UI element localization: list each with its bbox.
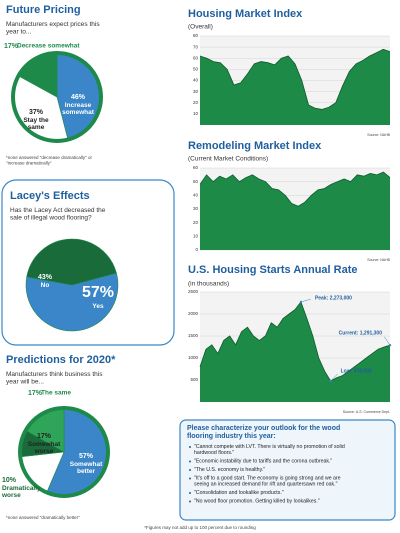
slice-label: Yes bbox=[92, 303, 104, 310]
chart-subtitle: (Overall) bbox=[188, 24, 213, 31]
value-label: 57% bbox=[82, 284, 114, 301]
chart-title: Predictions for 2020* bbox=[6, 354, 116, 366]
chart-subtitle: Manufacturers expect prices this year to.… bbox=[6, 21, 100, 36]
source: Source: NAHB bbox=[367, 258, 390, 262]
chart-subtitle: Manufacturers think business this year wi… bbox=[6, 371, 103, 386]
pie-ring bbox=[11, 51, 103, 143]
pie-ring bbox=[18, 406, 110, 498]
chart-subtitle: (in thousands) bbox=[188, 281, 229, 288]
area-line bbox=[199, 48, 391, 110]
area-line bbox=[199, 171, 391, 207]
bullet bbox=[189, 492, 191, 494]
outlook-item: "It's off to a good start. The economy i… bbox=[194, 476, 341, 488]
chart-title: Future Pricing bbox=[6, 4, 81, 16]
slice-label: No bbox=[41, 282, 50, 289]
outlook-title: Please characterize your outlook for the… bbox=[187, 425, 340, 440]
chart-subtitle: Has the Lacey Act decreased the sale of i… bbox=[10, 207, 106, 222]
bullet bbox=[189, 446, 191, 448]
value-label: 37% bbox=[29, 109, 44, 116]
chart-title: Housing Market Index bbox=[188, 8, 303, 20]
y-tick-label: 60 bbox=[193, 55, 199, 60]
chart-title: Remodeling Market Index bbox=[188, 140, 322, 152]
slice-label: Decrease somewhat bbox=[17, 43, 80, 50]
outlook-item: "The U.S. economy is healthy." bbox=[194, 467, 265, 473]
y-tick-label: 2500 bbox=[188, 289, 199, 294]
annotation-leader bbox=[384, 336, 391, 346]
y-tick-label: 50 bbox=[193, 67, 199, 72]
lacey-box bbox=[1, 179, 175, 346]
outlook-item: "Consolidation and lookalike products." bbox=[194, 490, 284, 496]
value-label: 10% bbox=[2, 477, 17, 484]
bullet bbox=[189, 500, 191, 503]
y-tick-label: 0 bbox=[195, 247, 198, 252]
area bbox=[200, 49, 390, 125]
y-tick-label: 30 bbox=[193, 89, 199, 94]
y-tick-label: 70 bbox=[193, 44, 199, 49]
slice-label: Somewhat worse bbox=[28, 441, 61, 455]
chart-note: *none answered "decrease dramatically" o… bbox=[6, 155, 92, 166]
source: Source: U.S. Commerce Dept. bbox=[343, 410, 390, 414]
annotation-leader bbox=[300, 298, 311, 303]
slice-label: Somewhat better bbox=[70, 461, 103, 475]
value-label: 43% bbox=[38, 274, 53, 281]
outlook-item: "No wood floor promotion. Getting killed… bbox=[194, 499, 320, 505]
pie-slice bbox=[25, 272, 119, 332]
outlook-box bbox=[179, 419, 396, 521]
bullet bbox=[189, 477, 191, 480]
slice-label: Stay the same bbox=[23, 117, 49, 131]
area bbox=[200, 301, 390, 402]
slice-label: The same bbox=[41, 390, 71, 397]
value-label: 17% bbox=[4, 43, 19, 50]
annotation-dot bbox=[388, 343, 392, 347]
y-tick-label: 30 bbox=[193, 206, 199, 211]
chart-title: U.S. Housing Starts Annual Rate bbox=[188, 264, 358, 276]
slice-label: Increase somewhat bbox=[62, 102, 95, 116]
y-tick-label: 60 bbox=[193, 165, 199, 170]
y-tick-label: 2000 bbox=[188, 311, 199, 316]
annotation: Low: 478,000 bbox=[341, 368, 372, 374]
y-tick-label: 50 bbox=[193, 179, 199, 184]
value-label: 57% bbox=[79, 453, 94, 460]
y-tick-label: 20 bbox=[193, 100, 199, 105]
annotation: Peak: 2,273,000 bbox=[315, 295, 352, 301]
y-tick-label: 80 bbox=[193, 33, 199, 38]
y-tick-label: 10 bbox=[193, 111, 199, 116]
bullet bbox=[189, 460, 191, 463]
y-tick-label: 20 bbox=[193, 220, 199, 225]
y-tick-label: 500 bbox=[190, 377, 198, 382]
y-tick-label: 40 bbox=[193, 78, 199, 83]
y-tick-label: 1500 bbox=[188, 333, 199, 338]
annotation-dot bbox=[299, 300, 303, 304]
bullet bbox=[189, 469, 191, 471]
value-label: 46% bbox=[71, 94, 86, 101]
annotation-leader bbox=[330, 373, 338, 382]
source: Source: NAHB bbox=[367, 133, 390, 137]
annotation-dot bbox=[329, 379, 332, 383]
pie-slice bbox=[26, 238, 117, 286]
area bbox=[200, 172, 390, 250]
chart-title: Lacey's Effects bbox=[10, 190, 90, 202]
y-tick-label: 10 bbox=[193, 234, 199, 239]
outlook-item: "Cannot compete with LVT. There is virtu… bbox=[194, 444, 345, 456]
value-label: 17% bbox=[28, 390, 43, 397]
footnote: *Figures may not add up to 100 percent d… bbox=[144, 525, 256, 530]
chart-subtitle: (Current Market Conditions) bbox=[188, 156, 268, 163]
y-tick-label: 1000 bbox=[188, 355, 199, 360]
y-tick-label: 40 bbox=[193, 193, 199, 198]
area-line bbox=[199, 301, 391, 382]
outlook-item: "Economic instability due to tariffs and… bbox=[194, 459, 332, 465]
value-label: 17% bbox=[37, 433, 52, 440]
annotation: Current: 1,291,300 bbox=[339, 331, 383, 337]
slice-label: Dramatically worse bbox=[1, 485, 41, 499]
chart-note: *none answered "dramatically better" bbox=[6, 515, 80, 520]
